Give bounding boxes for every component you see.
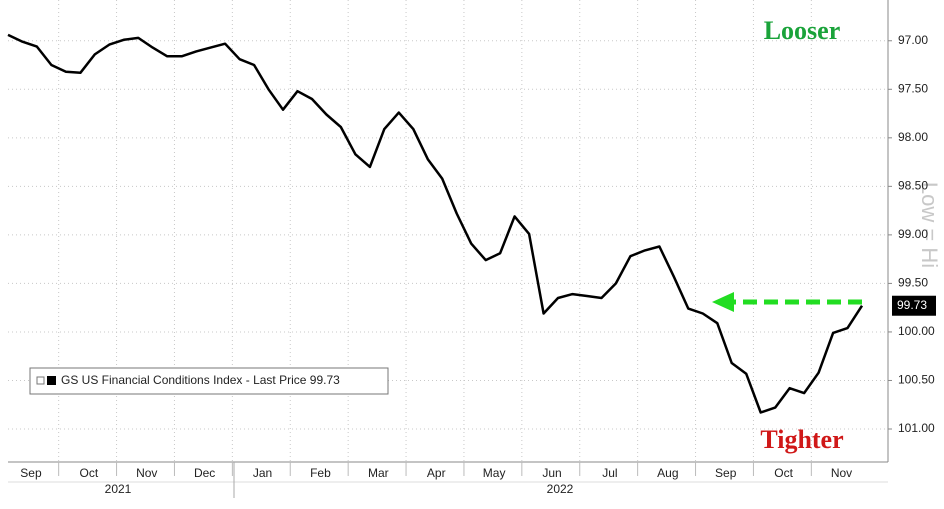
axis-note: Low = Hi [917, 182, 942, 268]
x-tick-label: Jan [253, 466, 272, 480]
legend-swatch [47, 376, 56, 385]
y-tick-label: 98.50 [898, 179, 928, 193]
y-tick-label: 99.50 [898, 276, 928, 290]
x-tick-label: Nov [136, 466, 157, 480]
series-line [7, 33, 864, 414]
x-tick-label: Jun [542, 466, 561, 480]
arrow-head [712, 292, 734, 312]
year-label: 2021 [105, 482, 132, 496]
x-tick-label: Feb [310, 466, 331, 480]
legend-label: GS US Financial Conditions Index - Last … [61, 373, 340, 387]
legend-box [29, 367, 389, 395]
y-tick-label: 98.00 [898, 130, 928, 144]
y-tick-label: 100.00 [898, 324, 935, 338]
last-price-label: 99.73 [897, 298, 927, 312]
x-tick-label: Dec [194, 466, 215, 480]
x-tick-label: Apr [427, 466, 446, 480]
x-tick-label: Mar [368, 466, 389, 480]
y-tick-label: 100.50 [898, 373, 935, 387]
x-tick-label: May [483, 466, 506, 480]
x-tick-label: Sep [715, 466, 737, 480]
last-price-tag [892, 295, 936, 316]
legend-toggle [36, 376, 45, 385]
x-tick-label: Oct [774, 466, 793, 480]
x-tick-label: Oct [80, 466, 99, 480]
annotation-tighter: Tighter [760, 425, 843, 454]
legend: GS US Financial Conditions Index - Last … [29, 367, 389, 395]
y-tick-label: 97.50 [898, 81, 928, 95]
y-tick-label: 99.00 [898, 227, 928, 241]
year-label: 2022 [547, 482, 574, 496]
annotation-looser: Looser [764, 16, 841, 45]
y-tick-label: 101.00 [898, 421, 935, 435]
x-tick-label: Nov [831, 466, 852, 480]
y-tick-label: 97.00 [898, 33, 928, 47]
x-tick-label: Sep [20, 466, 42, 480]
x-tick-label: Jul [602, 466, 617, 480]
x-tick-label: Aug [657, 466, 678, 480]
